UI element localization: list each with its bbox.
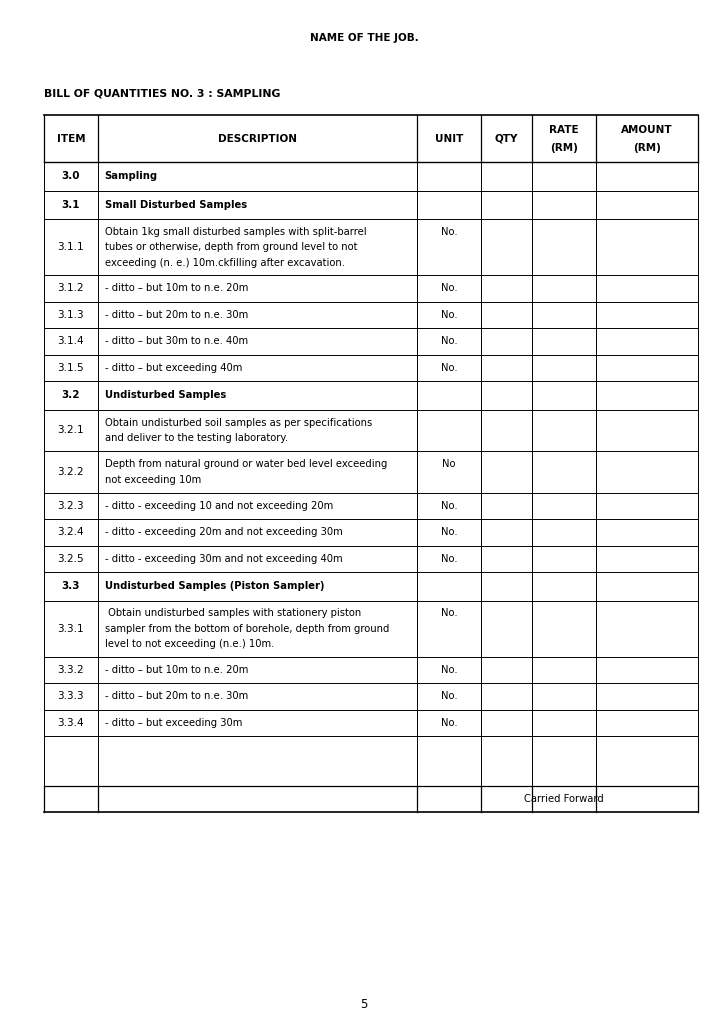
Text: No.: No. xyxy=(440,527,457,538)
Text: No.: No. xyxy=(440,227,457,237)
Text: QTY: QTY xyxy=(495,134,518,143)
Text: 3.2.2: 3.2.2 xyxy=(58,467,84,477)
Text: RATE: RATE xyxy=(549,125,579,135)
Text: 3.3.4: 3.3.4 xyxy=(58,718,84,728)
Text: UNIT: UNIT xyxy=(435,134,463,143)
Text: Obtain undisturbed samples with stationery piston: Obtain undisturbed samples with statione… xyxy=(105,608,361,618)
Text: - ditto - exceeding 10 and not exceeding 20m: - ditto - exceeding 10 and not exceeding… xyxy=(105,501,333,511)
Text: 3.1.3: 3.1.3 xyxy=(58,310,84,319)
Text: Depth from natural ground or water bed level exceeding: Depth from natural ground or water bed l… xyxy=(105,459,387,469)
Text: AMOUNT: AMOUNT xyxy=(621,125,673,135)
Text: 3.1.2: 3.1.2 xyxy=(58,283,84,294)
Text: - ditto - exceeding 20m and not exceeding 30m: - ditto - exceeding 20m and not exceedin… xyxy=(105,527,342,538)
Text: BILL OF QUANTITIES NO. 3 : SAMPLING: BILL OF QUANTITIES NO. 3 : SAMPLING xyxy=(44,88,280,98)
Text: 3.2.4: 3.2.4 xyxy=(58,527,84,538)
Text: No.: No. xyxy=(440,608,457,618)
Text: sampler from the bottom of borehole, depth from ground: sampler from the bottom of borehole, dep… xyxy=(105,623,389,633)
Text: 3.3.2: 3.3.2 xyxy=(58,664,84,675)
Text: Obtain undisturbed soil samples as per specifications: Obtain undisturbed soil samples as per s… xyxy=(105,417,372,427)
Text: exceeding (n. e.) 10m.ckfilling after excavation.: exceeding (n. e.) 10m.ckfilling after ex… xyxy=(105,258,344,268)
Text: 3.2: 3.2 xyxy=(62,390,80,401)
Text: 3.3: 3.3 xyxy=(62,581,80,591)
Text: 3.1.1: 3.1.1 xyxy=(58,242,84,252)
Text: 5: 5 xyxy=(360,997,368,1010)
Text: Obtain 1kg small disturbed samples with split-barrel: Obtain 1kg small disturbed samples with … xyxy=(105,227,366,237)
Text: No.: No. xyxy=(440,336,457,346)
Text: and deliver to the testing laboratory.: and deliver to the testing laboratory. xyxy=(105,433,288,443)
Text: - ditto – but 20m to n.e. 30m: - ditto – but 20m to n.e. 30m xyxy=(105,310,248,319)
Text: 3.1.4: 3.1.4 xyxy=(58,336,84,346)
Text: DESCRIPTION: DESCRIPTION xyxy=(218,134,297,143)
Text: 3.1.5: 3.1.5 xyxy=(58,363,84,373)
Text: 3.1: 3.1 xyxy=(62,200,80,210)
Text: 3.2.1: 3.2.1 xyxy=(58,425,84,436)
Text: No.: No. xyxy=(440,691,457,701)
Text: 3.0: 3.0 xyxy=(62,171,80,181)
Text: Undisturbed Samples: Undisturbed Samples xyxy=(105,390,226,401)
Text: tubes or otherwise, depth from ground level to not: tubes or otherwise, depth from ground le… xyxy=(105,242,357,252)
Text: Sampling: Sampling xyxy=(105,171,158,181)
Text: NAME OF THE JOB.: NAME OF THE JOB. xyxy=(309,33,419,43)
Text: (RM): (RM) xyxy=(550,142,578,152)
Text: (RM): (RM) xyxy=(633,142,661,152)
Text: - ditto – but exceeding 30m: - ditto – but exceeding 30m xyxy=(105,718,242,728)
Text: - ditto – but 30m to n.e. 40m: - ditto – but 30m to n.e. 40m xyxy=(105,336,248,346)
Text: No.: No. xyxy=(440,501,457,511)
Text: not exceeding 10m: not exceeding 10m xyxy=(105,475,201,484)
Text: - ditto – but exceeding 40m: - ditto – but exceeding 40m xyxy=(105,363,242,373)
Text: Undisturbed Samples (Piston Sampler): Undisturbed Samples (Piston Sampler) xyxy=(105,581,324,591)
Text: No.: No. xyxy=(440,283,457,294)
Text: level to not exceeding (n.e.) 10m.: level to not exceeding (n.e.) 10m. xyxy=(105,639,274,649)
Text: - ditto – but 10m to n.e. 20m: - ditto – but 10m to n.e. 20m xyxy=(105,664,248,675)
Text: 3.3.1: 3.3.1 xyxy=(58,623,84,633)
Text: Small Disturbed Samples: Small Disturbed Samples xyxy=(105,200,247,210)
Text: - ditto – but 10m to n.e. 20m: - ditto – but 10m to n.e. 20m xyxy=(105,283,248,294)
Text: 3.2.3: 3.2.3 xyxy=(58,501,84,511)
Text: No.: No. xyxy=(440,363,457,373)
Text: 3.3.3: 3.3.3 xyxy=(58,691,84,701)
Text: No.: No. xyxy=(440,310,457,319)
Text: ITEM: ITEM xyxy=(57,134,85,143)
Text: 3.2.5: 3.2.5 xyxy=(58,554,84,563)
Text: No.: No. xyxy=(440,664,457,675)
Text: No: No xyxy=(442,459,456,469)
Text: No.: No. xyxy=(440,554,457,563)
Text: Carried Forward: Carried Forward xyxy=(524,794,604,804)
Text: - ditto – but 20m to n.e. 30m: - ditto – but 20m to n.e. 30m xyxy=(105,691,248,701)
Text: No.: No. xyxy=(440,718,457,728)
Text: - ditto - exceeding 30m and not exceeding 40m: - ditto - exceeding 30m and not exceedin… xyxy=(105,554,342,563)
